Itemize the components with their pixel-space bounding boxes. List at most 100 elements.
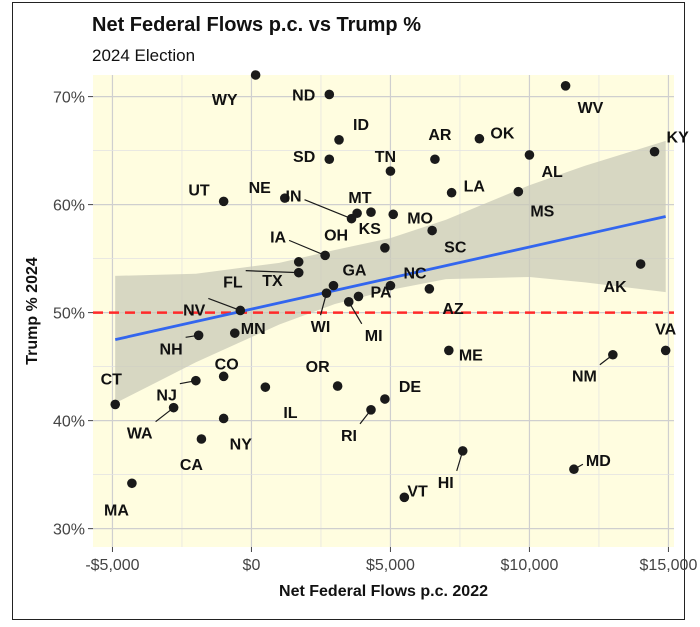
point-mo [388, 209, 399, 220]
leader-nv [208, 297, 241, 312]
point-me [444, 345, 454, 356]
point-mt [366, 207, 376, 217]
label-nc: NC [403, 266, 427, 283]
point-nd [324, 89, 335, 100]
leader-in [304, 199, 352, 220]
label-sc: SC [444, 240, 467, 257]
point-de [380, 394, 390, 404]
x-tick-label: -$5,000 [85, 557, 139, 574]
label-sd: SD [293, 149, 315, 166]
point-hi [457, 446, 468, 456]
label-ma: MA [104, 502, 129, 519]
point-co [218, 371, 229, 382]
label-ms: MS [530, 204, 554, 221]
label-mi: MI [365, 328, 383, 345]
label-az: AZ [442, 301, 464, 318]
point-va [660, 345, 671, 356]
label-tn: TN [375, 149, 396, 166]
point-ne [280, 193, 290, 203]
point-ny [218, 413, 229, 424]
point-wy [250, 70, 261, 80]
point-pa [353, 291, 364, 302]
point-ky [649, 146, 660, 157]
label-al: AL [541, 164, 563, 181]
point-ct [110, 399, 121, 410]
point-ga [328, 280, 339, 291]
label-wy: WY [212, 92, 238, 109]
label-ga: GA [342, 263, 366, 280]
label-oh: OH [324, 227, 348, 244]
label-id: ID [353, 117, 369, 134]
point-mn [229, 328, 240, 338]
label-wv: WV [578, 100, 604, 117]
trend-line [114, 215, 666, 341]
point-wv [560, 81, 571, 91]
y-tick-label: 50% [53, 306, 85, 323]
label-nd: ND [292, 87, 315, 104]
label-va: VA [655, 321, 676, 338]
label-nv: NV [183, 302, 206, 319]
label-ok: OK [490, 126, 514, 143]
y-tick-label: 40% [53, 414, 85, 431]
point-ca [196, 434, 207, 444]
y-axis-title: Trump % 2024 [24, 257, 41, 365]
point-id [334, 135, 344, 145]
label-ct: CT [101, 371, 123, 388]
leader-ia [288, 239, 326, 256]
point-sc [427, 225, 437, 236]
point-az [424, 284, 435, 294]
label-ar: AR [428, 127, 452, 144]
label-nj: NJ [156, 388, 176, 405]
label-la: LA [464, 179, 486, 196]
label-in: IN [286, 189, 302, 206]
label-ky: KY [667, 130, 690, 147]
point-il [260, 382, 271, 392]
label-ca: CA [180, 457, 204, 474]
point-ks [380, 243, 390, 253]
label-nh: NH [160, 341, 183, 358]
label-hi: HI [438, 475, 454, 492]
label-wi: WI [311, 319, 331, 336]
label-leaders [155, 199, 614, 498]
point-nm [608, 349, 618, 360]
label-tx: TX [262, 273, 283, 290]
label-mn: MN [241, 321, 266, 338]
point-nh [193, 330, 204, 341]
point-nj [191, 375, 201, 386]
point-tn [385, 166, 396, 176]
point-wi [321, 288, 332, 298]
axis-ticks: -$5,000 $0 $5,000 $10,000 $15,000 30% 40% 50% 60… [53, 90, 697, 574]
y-tick-label: 60% [53, 198, 85, 215]
label-ut: UT [188, 182, 210, 199]
point-ok [474, 133, 485, 144]
label-nm: NM [572, 369, 597, 386]
label-co: CO [215, 356, 239, 373]
y-tick-label: 30% [53, 522, 85, 539]
label-ak: AK [604, 279, 628, 296]
label-fl: FL [223, 275, 243, 292]
label-md: MD [586, 453, 611, 470]
data-points [110, 70, 671, 503]
label-mo: MO [407, 210, 433, 227]
point-nv [235, 305, 246, 316]
point-mi [343, 297, 354, 307]
point-tx [293, 257, 304, 267]
label-vt: VT [407, 483, 428, 500]
x-tick-label: $5,000 [366, 557, 415, 574]
point-ia [320, 250, 330, 261]
label-wa: WA [127, 426, 153, 443]
point-vt [399, 492, 410, 503]
x-tick-label: $0 [243, 557, 261, 574]
label-pa: PA [370, 284, 391, 301]
label-de: DE [399, 379, 422, 396]
point-ak [635, 259, 646, 269]
confidence-band [115, 140, 666, 404]
x-tick-label: $10,000 [501, 557, 559, 574]
label-il: IL [283, 405, 297, 422]
point-la [446, 187, 457, 198]
point-oh [352, 208, 362, 219]
point-ma [127, 478, 137, 489]
point-ri [366, 405, 376, 415]
point-nc [385, 280, 396, 291]
